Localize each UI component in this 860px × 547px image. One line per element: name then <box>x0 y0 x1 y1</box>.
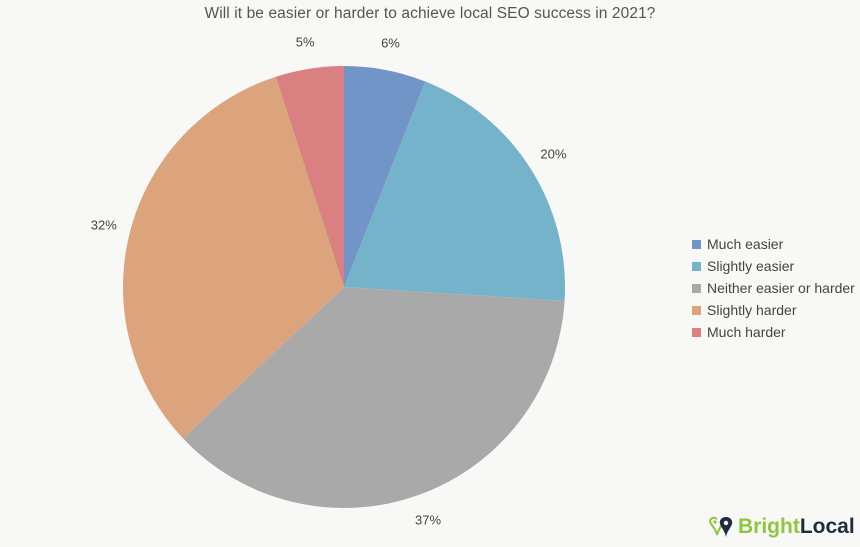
legend-label: Much harder <box>707 324 786 340</box>
legend-item-much-harder: Much harder <box>692 321 855 343</box>
data-label-much-easier: 6% <box>381 35 400 51</box>
legend-item-slightly-harder: Slightly harder <box>692 299 855 321</box>
pie-slice-much-easier <box>344 66 426 287</box>
legend-swatch <box>692 261 701 271</box>
pie-slice-slightly-harder <box>122 76 344 439</box>
legend-swatch <box>692 327 701 337</box>
legend-item-slightly-easier: Slightly easier <box>692 255 855 277</box>
legend-swatch <box>692 305 701 315</box>
chart-title: Will it be easier or harder to achieve l… <box>204 5 656 22</box>
data-label-slightly-harder: 32% <box>90 217 117 233</box>
data-label-much-harder: 5% <box>295 34 315 50</box>
pie-slice-much-harder <box>275 66 344 287</box>
map-pin-heart-icon <box>709 516 733 537</box>
legend: Much easier Slightly easier Neither easi… <box>692 233 855 343</box>
legend-item-neither: Neither easier or harder <box>692 277 855 299</box>
legend-label: Slightly harder <box>707 302 797 318</box>
data-label-neither: 37% <box>414 512 442 528</box>
pie-slice-neither <box>182 287 565 508</box>
legend-item-much-easier: Much easier <box>692 233 855 255</box>
legend-label: Slightly easier <box>707 258 795 274</box>
pie-slice-slightly-easier <box>344 81 565 301</box>
data-label-slightly-easier: 20% <box>540 146 567 162</box>
brand-local: Local <box>799 515 855 538</box>
brand-bright: Bright <box>738 515 800 538</box>
brightlocal-logo: Bright Local <box>709 515 855 539</box>
legend-swatch <box>692 239 701 249</box>
legend-swatch <box>692 283 701 293</box>
legend-label: Neither easier or harder <box>707 280 855 296</box>
legend-label: Much easier <box>707 236 784 252</box>
